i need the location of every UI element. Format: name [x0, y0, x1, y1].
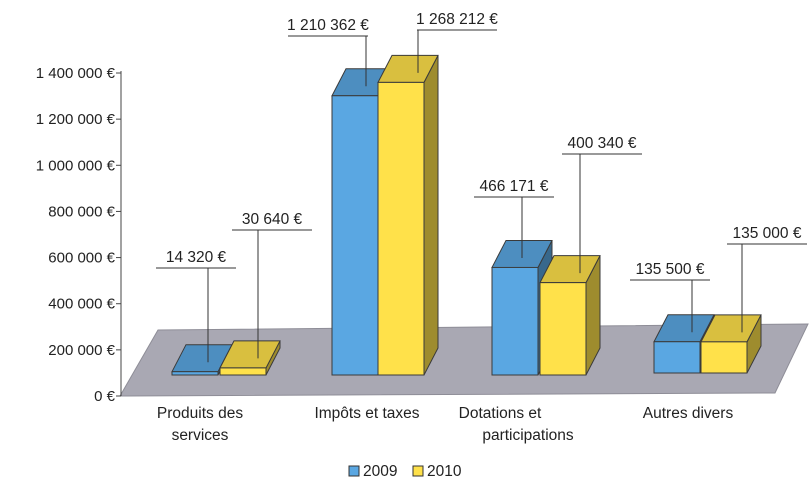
- bar-2010-2: [539, 282, 587, 376]
- category-labels: Produits des services Impôts et taxes Dotat…: [157, 405, 734, 444]
- bar-2009-2: [491, 266, 539, 376]
- bars: [171, 54, 762, 376]
- data-label: 135 500 €: [636, 261, 705, 278]
- bar-2009-3: [653, 341, 701, 374]
- category-label: Impôts et taxes: [314, 405, 419, 422]
- y-tick-label: 1 000 000 €: [36, 157, 116, 174]
- category-label: Dotations et participations: [459, 405, 574, 444]
- floor-plane: [119, 323, 809, 397]
- bar-2010-0: [219, 367, 267, 376]
- data-label: 135 000 €: [733, 225, 802, 242]
- data-label: 30 640 €: [242, 211, 303, 228]
- legend-swatch-2010: [412, 465, 424, 477]
- data-label: 14 320 €: [166, 249, 227, 266]
- legend-label-2009: 2009: [363, 463, 397, 480]
- legend: 2009 2010: [348, 463, 462, 480]
- y-tick-label: 800 000 €: [48, 203, 115, 220]
- legend-swatch-2009: [348, 465, 360, 477]
- data-label: 400 340 €: [568, 135, 637, 152]
- y-tick-label: 400 000 €: [48, 296, 115, 313]
- data-labels: 14 320 € 30 640 € 1 210 362 € 1 268 212 € 46…: [156, 11, 807, 363]
- category-label: Produits des services: [157, 405, 243, 444]
- chart-floor: [119, 323, 809, 397]
- data-label: 1 268 212 €: [416, 11, 498, 28]
- legend-label-2010: 2010: [427, 463, 462, 480]
- y-tick-label: 600 000 €: [48, 250, 115, 267]
- data-label: 1 210 362 €: [287, 17, 369, 34]
- data-label: 466 171 €: [480, 178, 549, 195]
- y-tick-label: 0 €: [94, 388, 116, 405]
- y-axis: 0 € 200 000 € 400 000 € 600 000 € 800 000 € 1…: [36, 65, 122, 405]
- y-tick-label: 1 400 000 €: [36, 65, 116, 82]
- bar-2009-1: [331, 95, 379, 376]
- y-tick-label: 1 200 000 €: [36, 111, 116, 128]
- bar-2009-0: [171, 371, 219, 376]
- bar-side: [423, 55, 439, 376]
- bar-2010-1: [377, 81, 425, 376]
- bar-2010-3: [700, 341, 748, 374]
- y-tick-label: 200 000 €: [48, 342, 115, 359]
- category-label: Autres divers: [643, 405, 734, 422]
